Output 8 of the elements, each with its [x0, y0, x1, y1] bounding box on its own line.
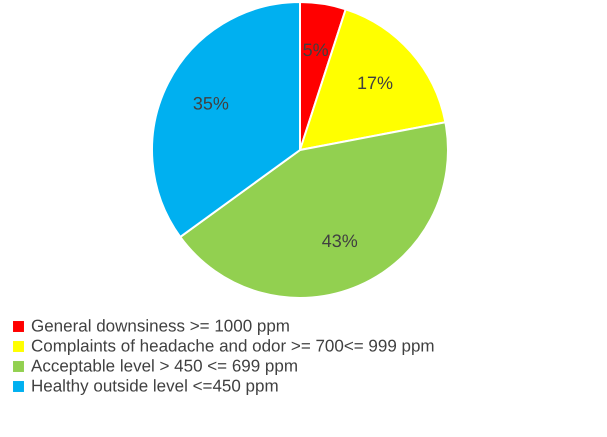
data-label: 35%	[192, 94, 229, 114]
legend-label: Healthy outside level <=450 ppm	[31, 376, 279, 396]
data-label: 5%	[302, 40, 329, 60]
legend-label: General downsiness >= 1000 ppm	[31, 316, 290, 336]
legend-label: Acceptable level > 450 <= 699 ppm	[31, 356, 298, 376]
data-label: 43%	[322, 230, 358, 251]
data-label: 17%	[356, 72, 394, 93]
legend-label: Complaints of headache and odor >= 700<= 999 ppm	[31, 336, 435, 356]
